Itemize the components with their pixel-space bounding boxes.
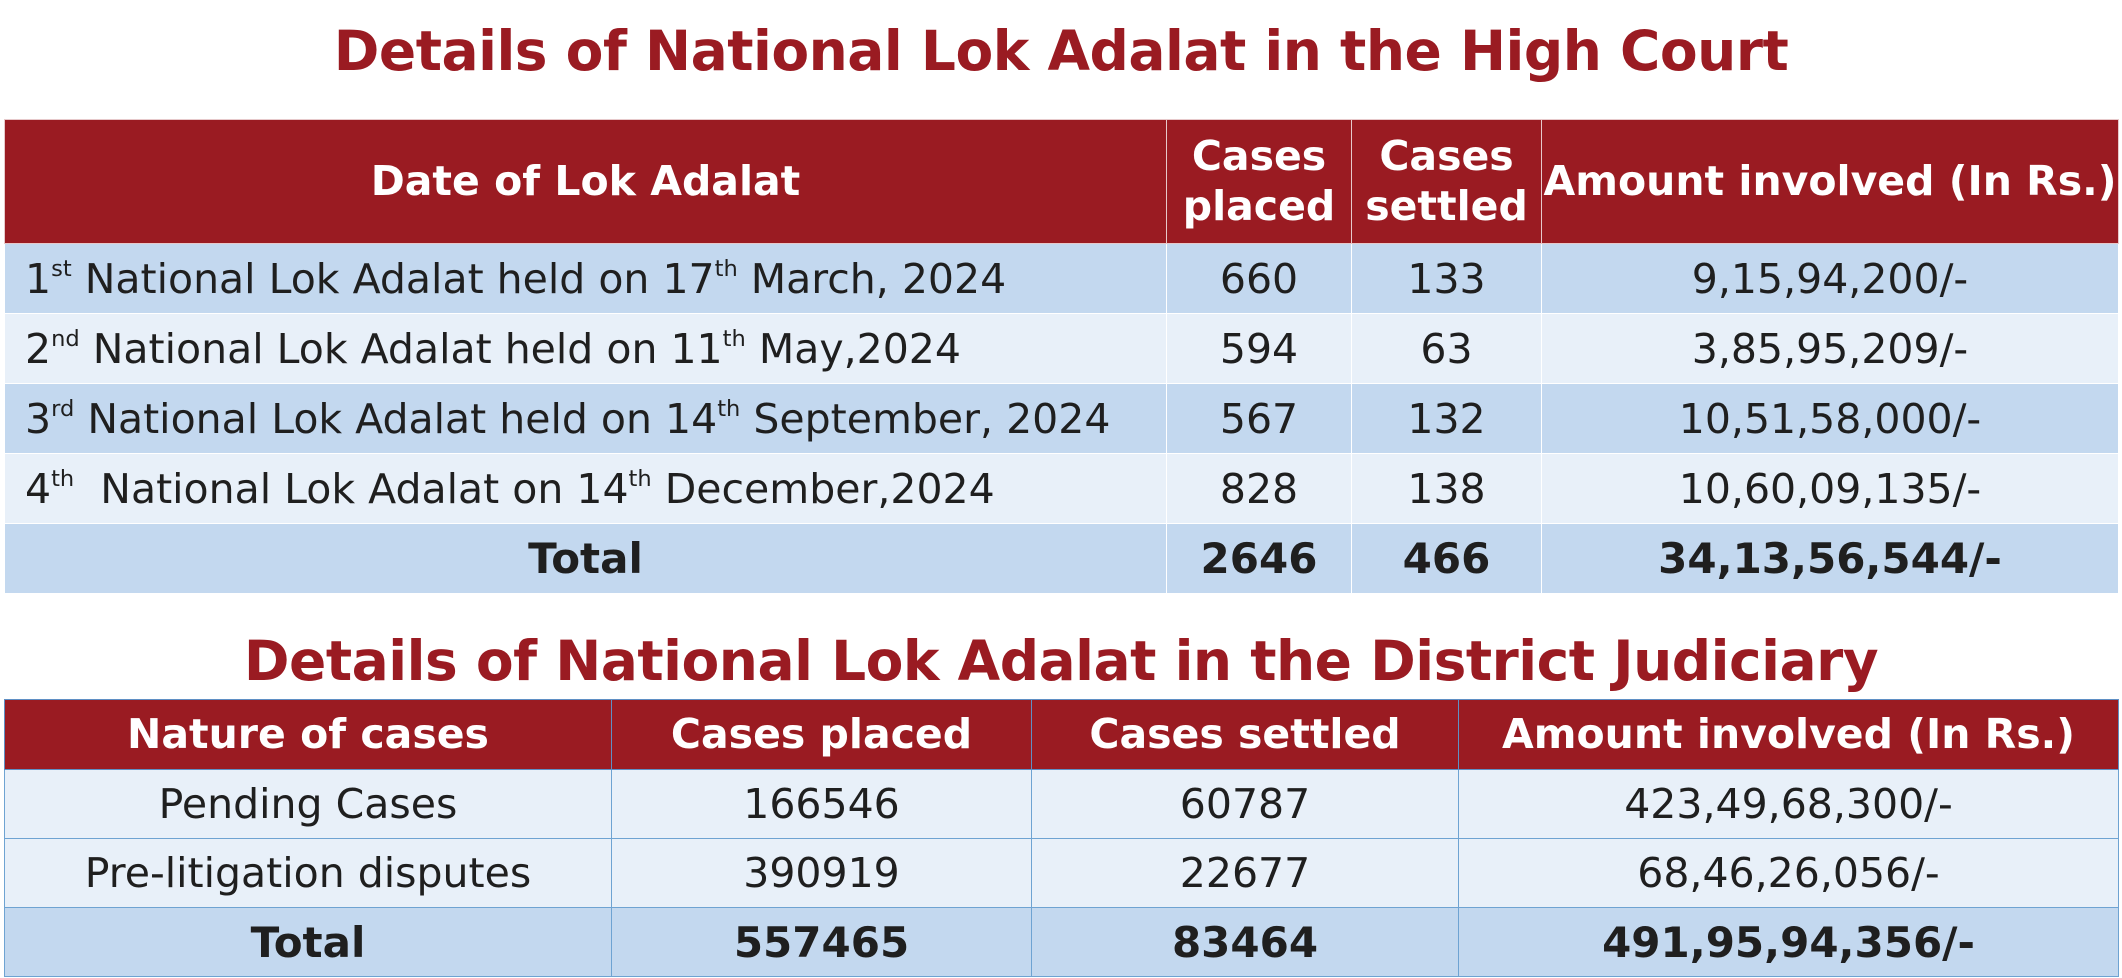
amount-cell: 3,85,95,209/- <box>1541 313 2119 384</box>
district-judiciary-table: Nature of cases Cases placed Cases settl… <box>4 699 2119 977</box>
total-amount: 491,95,94,356/- <box>1458 907 2119 977</box>
total-row: Total 557465 83464 491,95,94,356/- <box>4 907 2119 977</box>
table-row: 2nd National Lok Adalat held on 11th May… <box>4 313 2119 384</box>
cases-placed-cell: 828 <box>1166 453 1352 524</box>
high-court-table: Date of Lok Adalat Cases placed Cases se… <box>4 119 2119 593</box>
date-cell: 3rd National Lok Adalat held on 14th Sep… <box>4 383 1167 454</box>
nature-cell: Pending Cases <box>4 769 612 839</box>
col-header-date: Date of Lok Adalat <box>4 119 1167 244</box>
col-header-cases-settled: Cases settled <box>1031 699 1459 770</box>
header-row: Date of Lok Adalat Cases placed Cases se… <box>4 119 2119 244</box>
col-header-amount: Amount involved (In Rs.) <box>1458 699 2119 770</box>
col-header-cases-placed: Cases placed <box>1166 119 1352 244</box>
table-row: 3rd National Lok Adalat held on 14th Sep… <box>4 383 2119 454</box>
col-header-amount: Amount involved (In Rs.) <box>1541 119 2119 244</box>
cases-placed-cell: 166546 <box>611 769 1032 839</box>
cases-settled-cell: 132 <box>1351 383 1542 454</box>
col-header-nature: Nature of cases <box>4 699 612 770</box>
col-header-cases-placed: Cases placed <box>611 699 1032 770</box>
nature-cell: Pre-litigation disputes <box>4 838 612 908</box>
amount-cell: 423,49,68,300/- <box>1458 769 2119 839</box>
table-row: 1st National Lok Adalat held on 17th Mar… <box>4 243 2119 314</box>
total-cases-placed: 557465 <box>611 907 1032 977</box>
total-cases-settled: 83464 <box>1031 907 1459 977</box>
cases-settled-cell: 138 <box>1351 453 1542 524</box>
date-cell: 2nd National Lok Adalat held on 11th May… <box>4 313 1167 384</box>
cases-placed-cell: 660 <box>1166 243 1352 314</box>
header-row: Nature of cases Cases placed Cases settl… <box>4 699 2119 770</box>
total-row: Total 2646 466 34,13,56,544/- <box>4 523 2119 593</box>
date-cell: 1st National Lok Adalat held on 17th Mar… <box>4 243 1167 314</box>
amount-cell: 10,51,58,000/- <box>1541 383 2119 454</box>
amount-cell: 9,15,94,200/- <box>1541 243 2119 314</box>
col-header-cases-settled: Cases settled <box>1351 119 1542 244</box>
total-cases-settled: 466 <box>1351 523 1542 593</box>
cases-settled-cell: 22677 <box>1031 838 1459 908</box>
total-cases-placed: 2646 <box>1166 523 1352 593</box>
total-label: Total <box>4 523 1167 593</box>
cases-settled-cell: 133 <box>1351 243 1542 314</box>
amount-cell: 68,46,26,056/- <box>1458 838 2119 908</box>
cases-placed-cell: 390919 <box>611 838 1032 908</box>
table-row: 4th National Lok Adalat on 14th December… <box>4 453 2119 524</box>
table-row: Pre-litigation disputes 390919 22677 68,… <box>4 838 2119 908</box>
cases-settled-cell: 60787 <box>1031 769 1459 839</box>
cases-placed-cell: 567 <box>1166 383 1352 454</box>
total-amount: 34,13,56,544/- <box>1541 523 2119 593</box>
total-label: Total <box>4 907 612 977</box>
amount-cell: 10,60,09,135/- <box>1541 453 2119 524</box>
high-court-title: Details of National Lok Adalat in the Hi… <box>333 19 1789 83</box>
district-judiciary-title: Details of National Lok Adalat in the Di… <box>243 629 1879 693</box>
date-cell: 4th National Lok Adalat on 14th December… <box>4 453 1167 524</box>
cases-placed-cell: 594 <box>1166 313 1352 384</box>
cases-settled-cell: 63 <box>1351 313 1542 384</box>
table-row: Pending Cases 166546 60787 423,49,68,300… <box>4 769 2119 839</box>
